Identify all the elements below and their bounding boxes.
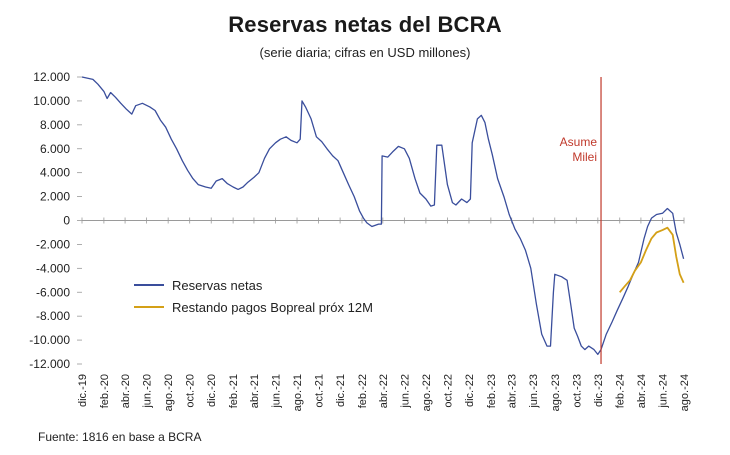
x-tick-label: oct.-21 — [314, 374, 326, 408]
milei-annotation-label: Asume — [560, 135, 598, 149]
legend-label: Reservas netas — [172, 278, 263, 293]
y-tick-label: -6.000 — [36, 285, 70, 299]
x-tick-label: jun.-22 — [399, 374, 411, 409]
chart-subtitle: (serie diaria; cifras en USD millones) — [259, 45, 471, 60]
y-tick-label: -4.000 — [36, 261, 70, 275]
y-tick-label: -8.000 — [36, 309, 70, 323]
x-tick-label: ago.-24 — [679, 374, 691, 411]
milei-annotation-label: Milei — [572, 150, 597, 164]
x-tick-label: oct.-20 — [185, 374, 197, 408]
x-tick-label: dic.-19 — [77, 374, 89, 407]
y-tick-label: 10.000 — [33, 94, 70, 108]
x-tick-label: ago.-21 — [292, 374, 304, 411]
y-tick-label: -12.000 — [29, 357, 70, 371]
source-note: Fuente: 1816 en base a BCRA — [38, 430, 202, 444]
y-tick-label: -2.000 — [36, 237, 70, 251]
x-axis: dic.-19 feb.-20 abr.-20 jun.-20 ago.-20 oct.-… — [77, 217, 691, 411]
x-tick-label: abr.-23 — [507, 374, 519, 408]
y-tick-label: 0 — [63, 214, 70, 228]
y-axis: 12.000 10.000 8.000 6.000 4.000 2.000 0 -2.000 -… — [29, 70, 82, 371]
y-tick-label: 12.000 — [33, 70, 70, 84]
x-tick-label: ago.-20 — [163, 374, 175, 411]
y-tick-label: -10.000 — [29, 333, 70, 347]
x-tick-label: jun.-23 — [528, 374, 540, 409]
series-layer — [81, 76, 685, 356]
x-tick-label: dic.-23 — [593, 374, 605, 407]
legend-label: Restando pagos Bopreal próx 12M — [172, 300, 373, 315]
x-tick-label: jun.-20 — [142, 374, 154, 409]
x-tick-label: feb.-22 — [357, 374, 369, 408]
legend: Reservas netas Restando pagos Bopreal pró… — [134, 278, 373, 315]
x-tick-label: abr.-21 — [249, 374, 261, 408]
x-tick-label: dic.-22 — [464, 374, 476, 407]
x-tick-label: feb.-24 — [615, 374, 627, 408]
y-tick-label: 6.000 — [40, 142, 70, 156]
x-tick-label: abr.-24 — [636, 374, 648, 408]
series-line-reservas-netas — [81, 76, 685, 356]
y-tick-label: 2.000 — [40, 190, 70, 204]
x-tick-label: oct.-22 — [442, 374, 454, 408]
x-tick-label: abr.-20 — [120, 374, 132, 408]
x-tick-label: ago.-23 — [550, 374, 562, 411]
x-tick-label: feb.-23 — [486, 374, 498, 408]
series-line-restando-bopreal — [619, 226, 685, 293]
x-tick-label: jun.-21 — [270, 374, 282, 409]
y-tick-label: 8.000 — [40, 118, 70, 132]
x-tick-label: dic.-20 — [206, 374, 218, 407]
x-tick-label: feb.-20 — [99, 374, 111, 408]
x-tick-label: dic.-21 — [335, 374, 347, 407]
y-tick-label: 4.000 — [40, 166, 70, 180]
x-tick-label: ago.-22 — [421, 374, 433, 411]
chart-title: Reservas netas del BCRA — [228, 12, 502, 37]
x-tick-label: oct.-23 — [571, 374, 583, 408]
x-tick-label: abr.-22 — [378, 374, 390, 408]
x-tick-label: feb.-21 — [228, 374, 240, 408]
x-tick-label: jun.-24 — [657, 374, 669, 409]
